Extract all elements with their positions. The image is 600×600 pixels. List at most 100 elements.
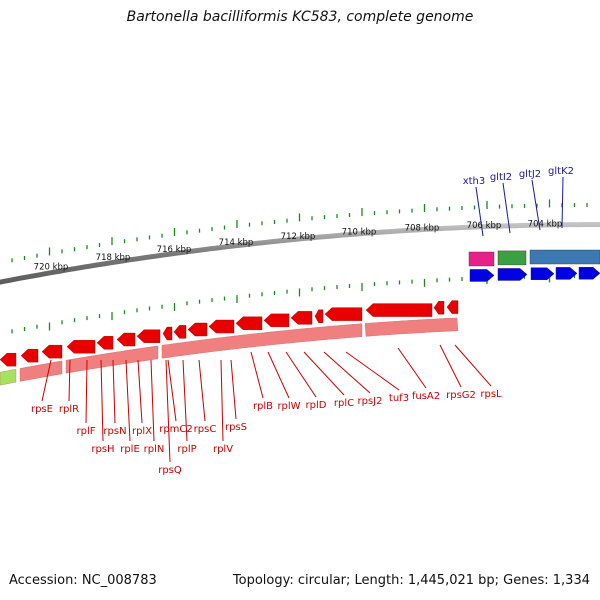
forward-strand-features	[468, 249, 600, 282]
scale-label: 718 kbp	[96, 253, 131, 263]
label-leader-line	[198, 359, 206, 422]
gene-label-rplR: rplR	[59, 404, 79, 415]
gene-label-rpsJ2: rpsJ2	[358, 396, 383, 407]
gene-label-gltK2: gltK2	[548, 166, 574, 177]
reverse-cds-arrow	[116, 332, 136, 347]
label-leader-line	[439, 344, 462, 388]
forward-cds-arrow	[530, 267, 555, 280]
scale-labels: 720 kbp 718 kbp 716 kbp 714 kbp 712 kbp 710 k…	[34, 220, 563, 273]
genome-summary-text: Topology: circular; Length: 1,445,021 bp…	[232, 573, 590, 588]
label-leader-line	[250, 351, 264, 399]
gene-label-rpsQ: rpsQ	[158, 465, 182, 476]
label-leader-line	[85, 359, 88, 424]
gene-label-rplN: rplN	[144, 444, 165, 455]
reverse-cds-arrow	[96, 336, 114, 350]
gene-label-gltJ2: gltJ2	[519, 169, 541, 180]
label-leader-line	[454, 344, 492, 387]
reverse-cds-arrow	[235, 316, 263, 331]
label-leader-line	[165, 359, 171, 463]
scale-label: 712 kbp	[281, 232, 316, 242]
label-leader-line	[561, 176, 564, 229]
scale-label: 720 kbp	[34, 262, 69, 272]
gene-label-gltI2: gltI2	[490, 172, 512, 183]
label-leader-line	[68, 359, 71, 402]
label-leader-line	[125, 359, 131, 442]
reverse-cds-arrow	[314, 309, 324, 323]
gene-label-rpsG2: rpsG2	[446, 390, 476, 401]
gene-label-fusA2: fusA2	[412, 391, 440, 402]
reverse-cds-arrow	[20, 348, 39, 363]
reverse-cds-arrow	[0, 352, 17, 367]
reverse-cds-arrow	[365, 303, 433, 317]
forward-cds-arrow	[497, 268, 528, 281]
label-leader-line	[230, 359, 237, 420]
reverse-cds-arrow	[433, 301, 445, 315]
gene-label-tuf3: tuf3	[389, 393, 409, 404]
label-leader-line	[397, 347, 427, 389]
gene-label-rpsH: rpsH	[91, 444, 114, 455]
reverse-gene-segment	[19, 360, 63, 382]
label-leader-line	[285, 351, 317, 398]
reverse-cds-arrow	[41, 344, 63, 359]
gene-label-rplF: rplF	[77, 426, 96, 437]
gene-label-rplV: rplV	[213, 444, 233, 455]
label-leader-line	[167, 359, 177, 422]
scale-label: 714 kbp	[219, 238, 254, 248]
reverse-cds-arrow	[66, 339, 96, 354]
reverse-cds-arrow	[290, 311, 313, 325]
gene-labels: rpsE rplRrplFrpsHrpsNrplErplXrplNrpmC2rps…	[31, 166, 574, 476]
label-leader-line	[182, 359, 188, 442]
label-leader-line	[531, 179, 541, 231]
label-leader-line	[267, 351, 290, 399]
green-gene-segment	[0, 369, 17, 386]
reverse-cds-arrow	[324, 307, 363, 321]
scale-label: 710 kbp	[342, 227, 377, 237]
label-leader-line	[220, 359, 224, 442]
reverse-gene-segment	[65, 345, 159, 374]
reverse-cds-arrow	[162, 326, 173, 341]
reverse-cds-arrow	[446, 300, 459, 314]
label-leader-line	[112, 359, 116, 424]
forward-cds-arrow	[555, 267, 578, 280]
reverse-cds-arrow	[187, 322, 208, 337]
gene-label-rplX: rplX	[132, 426, 152, 437]
gene-label-rpsL: rpsL	[480, 389, 502, 400]
gltJ2-gene	[529, 249, 600, 265]
gene-label-rpsC: rpsC	[194, 424, 217, 435]
scale-label: 706 kbp	[467, 221, 502, 231]
map-title: Bartonella bacilliformis KC583, complete…	[126, 9, 474, 25]
label-leader-line	[100, 359, 104, 442]
scale-label: 704 kbp	[528, 220, 563, 230]
gene-label-rplB: rplB	[253, 401, 273, 412]
reverse-gene-segment	[364, 317, 459, 337]
gene-label-xth3: xth3	[463, 176, 486, 187]
reverse-cds-arrow	[263, 313, 290, 328]
xth3-gene	[468, 251, 495, 267]
label-leader-line	[345, 351, 400, 391]
gene-label-rpmC2: rpmC2	[159, 424, 193, 435]
label-leader-line	[502, 182, 511, 234]
forward-cds-arrow	[469, 269, 495, 282]
label-leader-line	[303, 351, 345, 396]
label-leader-line	[150, 359, 155, 442]
gene-label-rpsE: rpsE	[31, 404, 53, 415]
reverse-gene-segment	[161, 323, 363, 359]
gene-label-rplD: rplD	[306, 400, 327, 411]
gene-label-rplC: rplC	[334, 398, 354, 409]
forward-cds-arrow	[578, 266, 600, 280]
gene-label-rplW: rplW	[277, 401, 300, 412]
label-leader-line	[475, 186, 484, 237]
reverse-strand-features	[0, 300, 459, 386]
scale-label: 708 kbp	[405, 224, 440, 234]
accession-text: Accession: NC_008783	[9, 573, 157, 588]
label-leader-line	[323, 351, 371, 394]
scale-label: 716 kbp	[157, 245, 192, 255]
gene-label-rpsN: rpsN	[103, 426, 126, 437]
gltI2-gene	[497, 250, 527, 266]
reverse-cds-arrow	[208, 319, 235, 334]
gene-label-rpsS: rpsS	[225, 422, 247, 433]
gene-label-rplE: rplE	[120, 444, 140, 455]
reverse-cds-arrow	[136, 329, 161, 343]
